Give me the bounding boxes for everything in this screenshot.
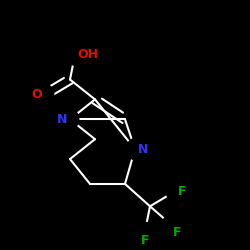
Text: N: N — [138, 143, 148, 156]
Circle shape — [126, 138, 149, 160]
Circle shape — [56, 108, 79, 130]
Circle shape — [66, 44, 89, 66]
Text: OH: OH — [78, 48, 98, 61]
Text: F: F — [178, 185, 186, 198]
Text: F: F — [141, 234, 149, 247]
Circle shape — [161, 215, 184, 237]
Text: O: O — [32, 88, 42, 101]
Text: F: F — [172, 226, 181, 239]
Circle shape — [166, 180, 189, 203]
Circle shape — [31, 83, 54, 106]
Text: N: N — [57, 113, 68, 126]
Circle shape — [134, 222, 156, 245]
